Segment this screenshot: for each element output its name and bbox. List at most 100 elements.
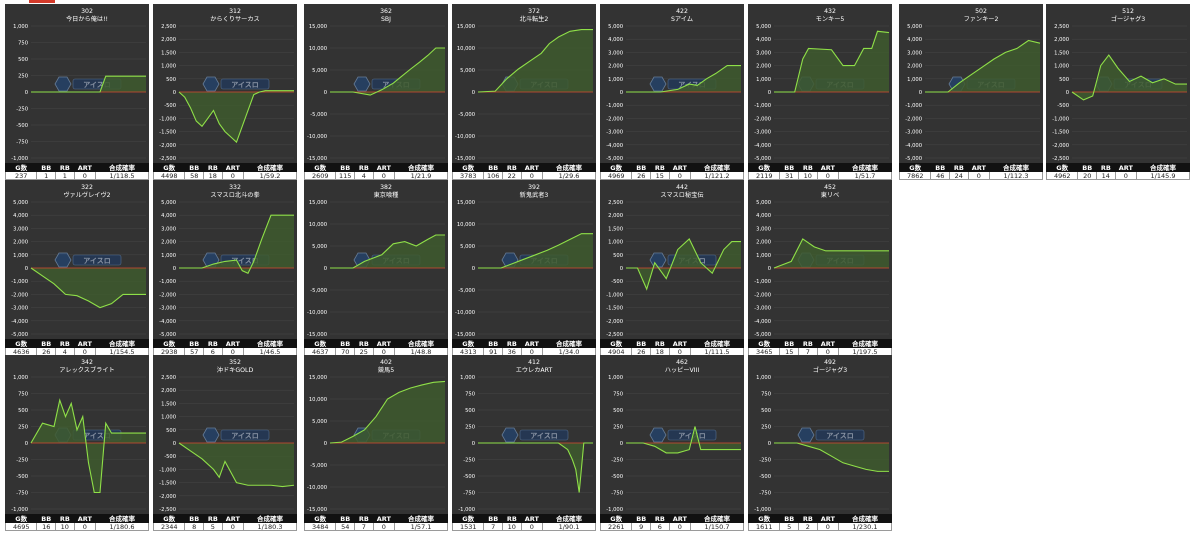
y-tick-label: 4,000	[13, 213, 28, 219]
stats-header: RB	[55, 339, 75, 348]
y-tick-label: -5,000	[754, 156, 771, 162]
series-area	[478, 233, 593, 268]
y-tick-label: -500	[16, 474, 28, 480]
stats-value: 0	[221, 171, 245, 180]
series-line	[30, 398, 146, 494]
y-tick-label: 5,000	[312, 244, 327, 250]
chart-svg: 15,000 10,000 5,000 0 -5,000 -10,000 -15,000 40…	[304, 355, 448, 514]
watermark-logo: アイスロ	[501, 427, 569, 443]
series-area	[330, 235, 445, 268]
stats-value: 20	[1077, 171, 1098, 180]
y-tick-label: 750	[18, 41, 28, 47]
y-tick-label: -4,000	[606, 143, 623, 149]
y-tick-label: 250	[465, 425, 475, 431]
y-tick-label: -1,000	[458, 507, 475, 513]
stats-header: G数	[451, 514, 485, 523]
y-tick-label: 0	[25, 441, 28, 447]
svg-text:アイスロ: アイスロ	[530, 432, 557, 440]
machine-number: 372	[528, 8, 540, 15]
y-tick-label: 0	[173, 441, 176, 447]
stats-header: RB	[502, 339, 522, 348]
stats-value: 0	[520, 171, 544, 180]
stats-header: G数	[1045, 163, 1079, 172]
stats-header: RB	[798, 339, 818, 348]
stats-value: 0	[967, 171, 991, 180]
machine-title: 新鬼武者3	[520, 191, 549, 199]
series-area	[774, 238, 889, 268]
y-tick-label: 10,000	[309, 46, 327, 52]
machine-title: Sアイム	[671, 16, 693, 23]
stats-header: ART	[372, 163, 396, 172]
y-tick-label: 0	[25, 90, 28, 96]
machine-number: 312	[229, 8, 241, 15]
stats-header: BB	[184, 163, 205, 172]
stats-header: 合成確率	[989, 163, 1043, 172]
stats-value: 2261	[599, 522, 633, 531]
machine-number: 352	[229, 359, 241, 366]
svg-text:アイスロ: アイスロ	[83, 81, 110, 89]
y-tick-label: -500	[759, 474, 771, 480]
y-tick-label: 1,000	[161, 415, 176, 421]
stats-header: RB	[650, 163, 670, 172]
y-tick-label: -250	[16, 107, 28, 113]
series-area	[478, 29, 593, 92]
y-tick-label: -2,500	[1052, 156, 1069, 162]
stats-header: RB	[55, 514, 75, 523]
y-tick-label: 5,000	[460, 68, 475, 74]
y-tick-label: -1,000	[1052, 116, 1069, 122]
y-tick-label: 1,000	[161, 253, 176, 259]
stats-value: 10	[55, 522, 75, 531]
stats-value: 1/180.3	[243, 522, 297, 531]
stats-value: 9	[631, 522, 652, 531]
y-tick-label: 1,000	[756, 77, 771, 83]
stats-header: G数	[747, 339, 781, 348]
y-tick-label: -15,000	[307, 332, 327, 338]
machine-chart-332: 5,000 4,000 3,000 2,000 1,000 0 -1,000 -2,000 -3…	[152, 180, 297, 356]
y-tick-label: 0	[472, 266, 475, 272]
machine-number: 362	[380, 8, 392, 15]
machine-chart-312: 2,500 2,000 1,500 1,000 500 0 -500 -1,000 -1,500…	[152, 4, 297, 180]
y-tick-label: -750	[16, 491, 28, 497]
stats-header: ART	[73, 163, 97, 172]
y-tick-label: 3,000	[756, 226, 771, 232]
chart-svg: 15,000 10,000 5,000 0 -5,000 -10,000 -15,000 37…	[452, 4, 596, 163]
y-tick-label: -2,000	[159, 143, 176, 149]
chart-svg: 2,500 2,000 1,500 1,000 500 0 -500 -1,000 -1,500…	[600, 180, 744, 339]
stats-value: 1/118.5	[95, 171, 149, 180]
svg-text:アイスロ: アイスロ	[83, 257, 110, 265]
y-tick-label: 2,000	[161, 240, 176, 246]
stats-header: G数	[747, 163, 781, 172]
stats-header: G数	[599, 339, 633, 348]
series-line	[30, 267, 146, 309]
stats-table: G数 BB RB ART 合成確率 3484 54 7 0 1/57.1	[303, 514, 448, 531]
machine-chart-372: 15,000 10,000 5,000 0 -5,000 -10,000 -15,000 37…	[451, 4, 596, 180]
y-tick-label: -3,000	[159, 306, 176, 312]
y-tick-label: 1,000	[756, 375, 771, 381]
machine-number: 332	[229, 184, 241, 191]
stats-value: 6	[650, 522, 670, 531]
y-tick-label: 5,000	[756, 24, 771, 30]
y-tick-label: 5,000	[907, 24, 922, 30]
stats-table: G数 BB RB ART 合成確率 237 1 1 0 1/118.5	[4, 163, 149, 180]
y-tick-label: 0	[919, 90, 922, 96]
stats-table: G数 BB RB ART 合成確率 4498 58 18 0 1/59.2	[152, 163, 297, 180]
series-line	[477, 28, 593, 93]
stats-value: 15	[650, 171, 670, 180]
stats-header: 合成確率	[690, 163, 744, 172]
stats-value: 0	[372, 171, 396, 180]
stats-value: 46	[930, 171, 951, 180]
stats-header: RB	[798, 163, 818, 172]
machine-title: 競馬5	[378, 366, 394, 374]
stats-value: 5	[203, 522, 223, 531]
series-line	[1071, 54, 1187, 101]
y-tick-label: 3,000	[756, 50, 771, 56]
stats-header: BB	[483, 339, 504, 348]
stats-value: 1/59.2	[243, 171, 297, 180]
y-tick-label: -5,000	[905, 156, 922, 162]
stats-header: BB	[335, 339, 356, 348]
machine-chart-322: 5,000 4,000 3,000 2,000 1,000 0 -1,000 -2,000 -3…	[4, 180, 149, 356]
stats-value: 1/112.3	[989, 171, 1043, 180]
stats-table: G数 BB RB ART 合成確率 3465 15 7 0 1/197.5	[747, 339, 892, 356]
machine-number: 462	[676, 359, 688, 366]
stats-header: ART	[520, 339, 544, 348]
